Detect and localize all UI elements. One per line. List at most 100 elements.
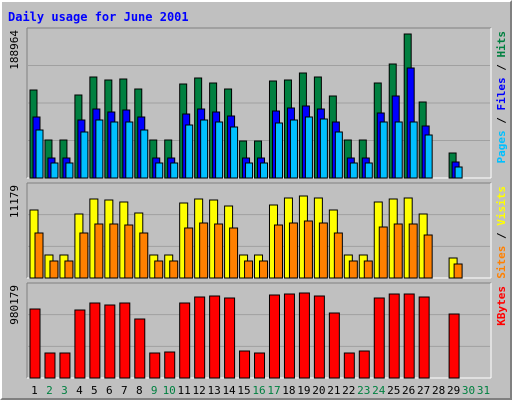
legend-files: Files xyxy=(495,77,508,110)
day-label-19: 19 xyxy=(297,384,310,397)
bar-sites-day-23 xyxy=(363,260,373,279)
bar-kbytes-day-18 xyxy=(283,293,295,379)
bar-pages-day-18 xyxy=(289,119,298,179)
bar-kbytes-day-9 xyxy=(149,352,161,379)
bar-pages-day-15 xyxy=(245,162,254,179)
bar-sites-day-9 xyxy=(154,260,164,279)
legend-separator: / xyxy=(495,226,508,246)
legend-3: KBytes xyxy=(495,286,508,326)
day-label-1: 1 xyxy=(31,384,38,397)
bar-sites-day-13 xyxy=(214,223,224,279)
bar-kbytes-day-6 xyxy=(104,304,116,379)
bar-kbytes-day-13 xyxy=(209,295,221,379)
bar-kbytes-day-27 xyxy=(418,296,430,379)
bar-pages-day-22 xyxy=(349,162,358,179)
max-value-label-1: 188964 xyxy=(8,30,21,70)
bar-kbytes-day-16 xyxy=(254,352,266,379)
day-label-15: 15 xyxy=(237,384,250,397)
bar-pages-day-4 xyxy=(80,131,89,179)
bar-pages-day-6 xyxy=(110,121,119,179)
day-label-9: 9 xyxy=(151,384,158,397)
bar-pages-day-3 xyxy=(65,162,74,179)
bar-sites-day-26 xyxy=(408,223,418,279)
day-label-10: 10 xyxy=(163,384,176,397)
legend-2: Sites / Visits xyxy=(495,186,508,279)
bar-sites-day-1 xyxy=(34,232,44,279)
bar-sites-day-25 xyxy=(393,223,403,279)
bar-kbytes-day-7 xyxy=(119,302,131,379)
bar-kbytes-day-3 xyxy=(59,352,71,379)
legend-separator: / xyxy=(495,58,508,78)
day-label-8: 8 xyxy=(136,384,143,397)
day-label-21: 21 xyxy=(327,384,340,397)
bar-sites-day-11 xyxy=(184,227,194,279)
bar-sites-day-6 xyxy=(109,223,119,279)
bar-kbytes-day-5 xyxy=(89,302,101,379)
bar-pages-day-21 xyxy=(334,131,343,179)
bar-pages-day-16 xyxy=(260,162,269,179)
bar-kbytes-day-4 xyxy=(74,309,86,379)
bar-sites-day-15 xyxy=(244,260,254,279)
day-label-5: 5 xyxy=(91,384,98,397)
day-label-26: 26 xyxy=(402,384,415,397)
day-label-17: 17 xyxy=(267,384,280,397)
bar-sites-day-19 xyxy=(303,220,313,279)
legend-visits: Visits xyxy=(495,186,508,226)
day-label-20: 20 xyxy=(312,384,325,397)
bar-kbytes-day-21 xyxy=(328,312,340,379)
bar-pages-day-17 xyxy=(274,122,283,179)
bar-kbytes-day-10 xyxy=(164,351,176,379)
day-label-23: 23 xyxy=(357,384,370,397)
bar-pages-day-23 xyxy=(364,162,373,179)
bar-sites-day-29 xyxy=(453,263,463,279)
day-label-3: 3 xyxy=(61,384,68,397)
bar-sites-day-20 xyxy=(318,222,328,279)
bar-pages-day-19 xyxy=(304,116,313,179)
bar-pages-day-25 xyxy=(394,121,403,179)
legend-hits: Hits xyxy=(495,31,508,58)
day-label-22: 22 xyxy=(342,384,355,397)
bar-kbytes-day-24 xyxy=(373,297,385,379)
bar-sites-day-18 xyxy=(288,222,298,279)
bar-sites-day-10 xyxy=(169,260,179,279)
bar-kbytes-day-2 xyxy=(44,352,56,379)
day-label-31: 31 xyxy=(477,384,490,397)
bar-sites-day-12 xyxy=(199,222,209,279)
day-label-16: 16 xyxy=(252,384,265,397)
bar-pages-day-11 xyxy=(185,124,194,179)
bar-sites-day-27 xyxy=(423,234,433,279)
bar-pages-day-5 xyxy=(95,119,104,179)
bar-kbytes-day-25 xyxy=(388,293,400,379)
day-label-29: 29 xyxy=(447,384,460,397)
max-value-label-3: 980179 xyxy=(8,285,21,325)
bar-pages-day-27 xyxy=(424,134,433,179)
bar-sites-day-22 xyxy=(348,260,358,279)
bar-sites-day-17 xyxy=(273,224,283,279)
bar-sites-day-2 xyxy=(49,260,59,279)
day-label-25: 25 xyxy=(387,384,400,397)
bar-kbytes-day-26 xyxy=(403,293,415,379)
bar-sites-day-4 xyxy=(79,232,89,279)
bar-kbytes-day-8 xyxy=(134,318,146,379)
bar-pages-day-8 xyxy=(140,129,149,179)
day-label-14: 14 xyxy=(222,384,236,397)
bar-pages-day-14 xyxy=(230,126,239,179)
bar-pages-day-24 xyxy=(379,121,388,179)
bar-pages-day-1 xyxy=(35,129,44,179)
day-label-2: 2 xyxy=(46,384,53,397)
bar-kbytes-day-23 xyxy=(358,350,370,379)
day-label-12: 12 xyxy=(193,384,206,397)
bar-sites-day-24 xyxy=(378,226,388,279)
bar-kbytes-day-14 xyxy=(224,297,236,379)
bar-sites-day-5 xyxy=(94,223,104,279)
bar-pages-day-12 xyxy=(200,119,209,179)
bar-pages-day-9 xyxy=(155,162,164,179)
bar-kbytes-day-19 xyxy=(298,292,310,379)
bar-pages-day-10 xyxy=(170,162,179,179)
bar-pages-day-29 xyxy=(454,166,463,179)
bar-pages-day-26 xyxy=(409,121,418,179)
legend-1: Pages / Files / Hits xyxy=(495,31,508,164)
legend-pages: Pages xyxy=(495,130,508,163)
bar-kbytes-day-29 xyxy=(448,313,460,379)
